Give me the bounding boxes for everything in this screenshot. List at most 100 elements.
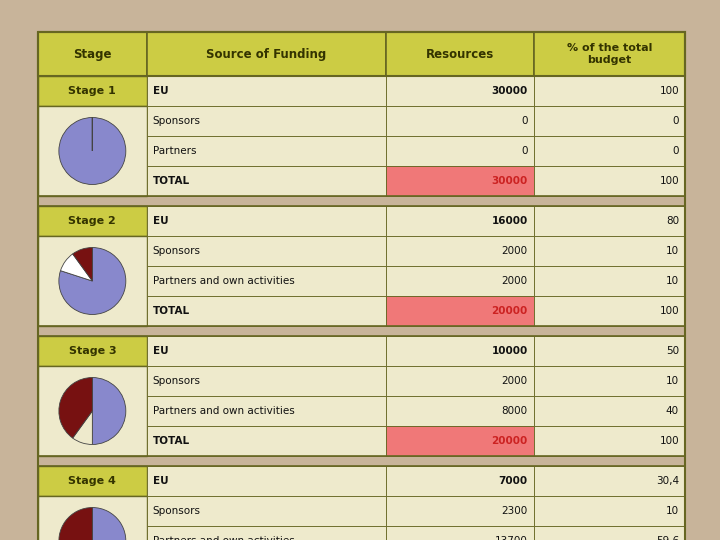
Text: EU: EU (153, 86, 168, 96)
Text: Resources: Resources (426, 48, 494, 60)
Text: 10: 10 (666, 376, 679, 386)
Bar (534, 526, 685, 540)
Bar (534, 32, 685, 76)
Bar (386, 396, 534, 426)
Text: TOTAL: TOTAL (153, 436, 190, 446)
Text: EU: EU (153, 476, 168, 486)
Text: Partners and own activities: Partners and own activities (153, 406, 294, 416)
Bar (534, 466, 685, 496)
Bar (38, 76, 147, 106)
Bar (147, 106, 386, 136)
Wedge shape (92, 377, 126, 444)
Bar (147, 396, 386, 426)
Text: 40: 40 (666, 406, 679, 416)
Bar (38, 32, 147, 76)
Bar (147, 136, 386, 166)
Wedge shape (59, 118, 126, 185)
Text: 100: 100 (660, 176, 679, 186)
Text: Partners: Partners (153, 146, 196, 156)
Text: 100: 100 (660, 306, 679, 316)
Bar (38, 206, 147, 236)
Bar (386, 526, 534, 540)
Bar (534, 426, 685, 456)
Bar (386, 426, 534, 456)
Wedge shape (59, 377, 92, 438)
Text: TOTAL: TOTAL (153, 306, 190, 316)
Bar (386, 496, 534, 526)
Text: 2000: 2000 (501, 376, 528, 386)
Bar (147, 236, 386, 266)
Text: 16000: 16000 (491, 216, 528, 226)
Bar (534, 496, 685, 526)
Text: 30000: 30000 (491, 176, 528, 186)
Bar (386, 236, 534, 266)
Text: 10000: 10000 (491, 346, 528, 356)
Bar (147, 32, 386, 76)
Text: TOTAL: TOTAL (153, 176, 190, 186)
Bar (534, 266, 685, 296)
Text: Partners and own activities: Partners and own activities (153, 536, 294, 540)
Bar (534, 206, 685, 236)
Text: 30,4: 30,4 (656, 476, 679, 486)
Text: Sponsors: Sponsors (153, 116, 201, 126)
Text: Stage 3: Stage 3 (68, 346, 116, 356)
Bar (534, 296, 685, 326)
Bar (38, 466, 147, 496)
Bar (147, 526, 386, 540)
Bar (534, 166, 685, 196)
Bar (386, 336, 534, 366)
Text: Sponsors: Sponsors (153, 506, 201, 516)
Bar (38, 336, 685, 456)
Text: EU: EU (153, 346, 168, 356)
Text: 10: 10 (666, 276, 679, 286)
Text: 2000: 2000 (501, 276, 528, 286)
Text: 100: 100 (660, 86, 679, 96)
Text: 80: 80 (666, 216, 679, 226)
Wedge shape (73, 411, 92, 444)
Bar (534, 136, 685, 166)
Bar (386, 32, 534, 76)
Bar (386, 76, 534, 106)
Bar (38, 76, 685, 196)
Bar (38, 336, 147, 366)
Bar (534, 336, 685, 366)
Bar (147, 266, 386, 296)
Text: 0: 0 (672, 146, 679, 156)
Bar (38, 106, 147, 196)
Bar (386, 466, 534, 496)
Text: 7000: 7000 (498, 476, 528, 486)
Bar (534, 106, 685, 136)
Bar (534, 396, 685, 426)
Text: 20000: 20000 (491, 436, 528, 446)
Text: Sponsors: Sponsors (153, 376, 201, 386)
Bar (147, 296, 386, 326)
Text: 20000: 20000 (491, 306, 528, 316)
Text: Stage 4: Stage 4 (68, 476, 117, 486)
Text: Stage 1: Stage 1 (68, 86, 116, 96)
Wedge shape (73, 247, 92, 281)
Bar (534, 236, 685, 266)
Bar (386, 366, 534, 396)
Bar (386, 106, 534, 136)
Wedge shape (59, 247, 126, 314)
Bar (147, 76, 386, 106)
Text: Source of Funding: Source of Funding (206, 48, 326, 60)
Bar (386, 296, 534, 326)
Text: 0: 0 (521, 146, 528, 156)
Bar (386, 136, 534, 166)
Bar (386, 266, 534, 296)
Text: EU: EU (153, 216, 168, 226)
Bar (38, 466, 685, 540)
Bar (38, 206, 685, 326)
Text: 100: 100 (660, 436, 679, 446)
Bar (38, 366, 147, 456)
Bar (147, 336, 386, 366)
Wedge shape (60, 254, 92, 281)
Text: 2000: 2000 (501, 246, 528, 256)
Text: 59,6: 59,6 (656, 536, 679, 540)
Text: Stage 2: Stage 2 (68, 216, 116, 226)
Bar (147, 496, 386, 526)
Text: 2300: 2300 (501, 506, 528, 516)
Text: 0: 0 (672, 116, 679, 126)
Bar (386, 166, 534, 196)
